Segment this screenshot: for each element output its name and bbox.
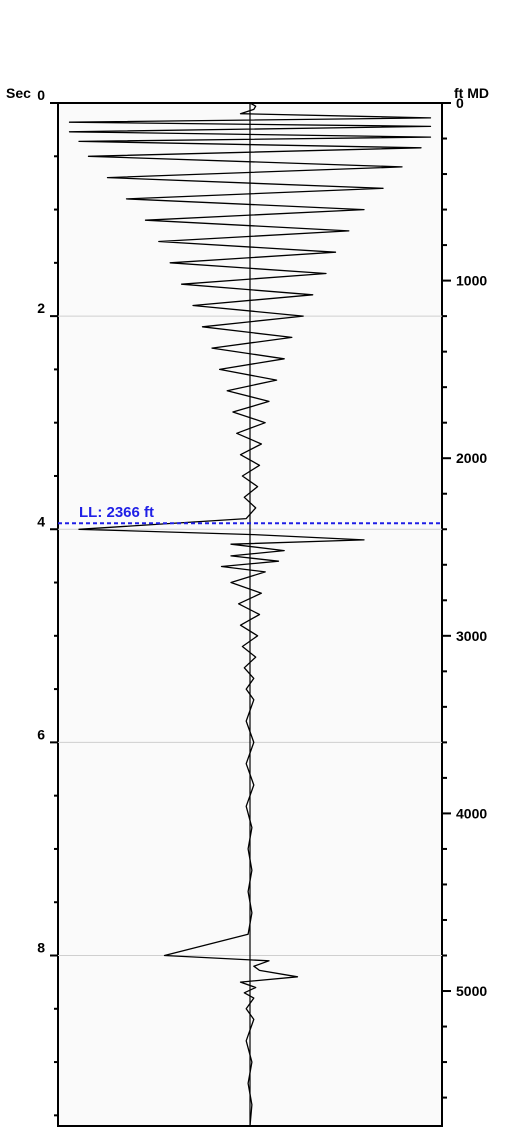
- left-tick-label: 6: [37, 726, 45, 742]
- right-axis: 0 1000 2000 3000 4000 5000: [442, 95, 487, 1099]
- right-tick-label: 5000: [456, 983, 487, 999]
- left-tick-label: 8: [37, 940, 45, 956]
- left-tick-label: 2: [37, 300, 45, 316]
- wiggle-trace: [68, 102, 432, 1127]
- left-tick-label: 0: [37, 87, 45, 103]
- right-axis-label: ft MD: [454, 85, 489, 101]
- trace-layer: [68, 102, 432, 1127]
- marker-layer: LL: 2366 ft: [58, 504, 442, 525]
- right-tick-label: 3000: [456, 628, 487, 644]
- right-tick-label: 2000: [456, 450, 487, 466]
- right-tick-label: 0: [456, 95, 464, 111]
- right-tick-label: 4000: [456, 805, 487, 821]
- left-axis: 0 2 4 6 8: [37, 87, 58, 1117]
- left-tick-label: 4: [37, 513, 45, 529]
- left-axis-label: Sec: [6, 85, 31, 101]
- right-tick-label: 1000: [456, 273, 487, 289]
- ll-marker-label: LL: 2366 ft: [79, 504, 154, 521]
